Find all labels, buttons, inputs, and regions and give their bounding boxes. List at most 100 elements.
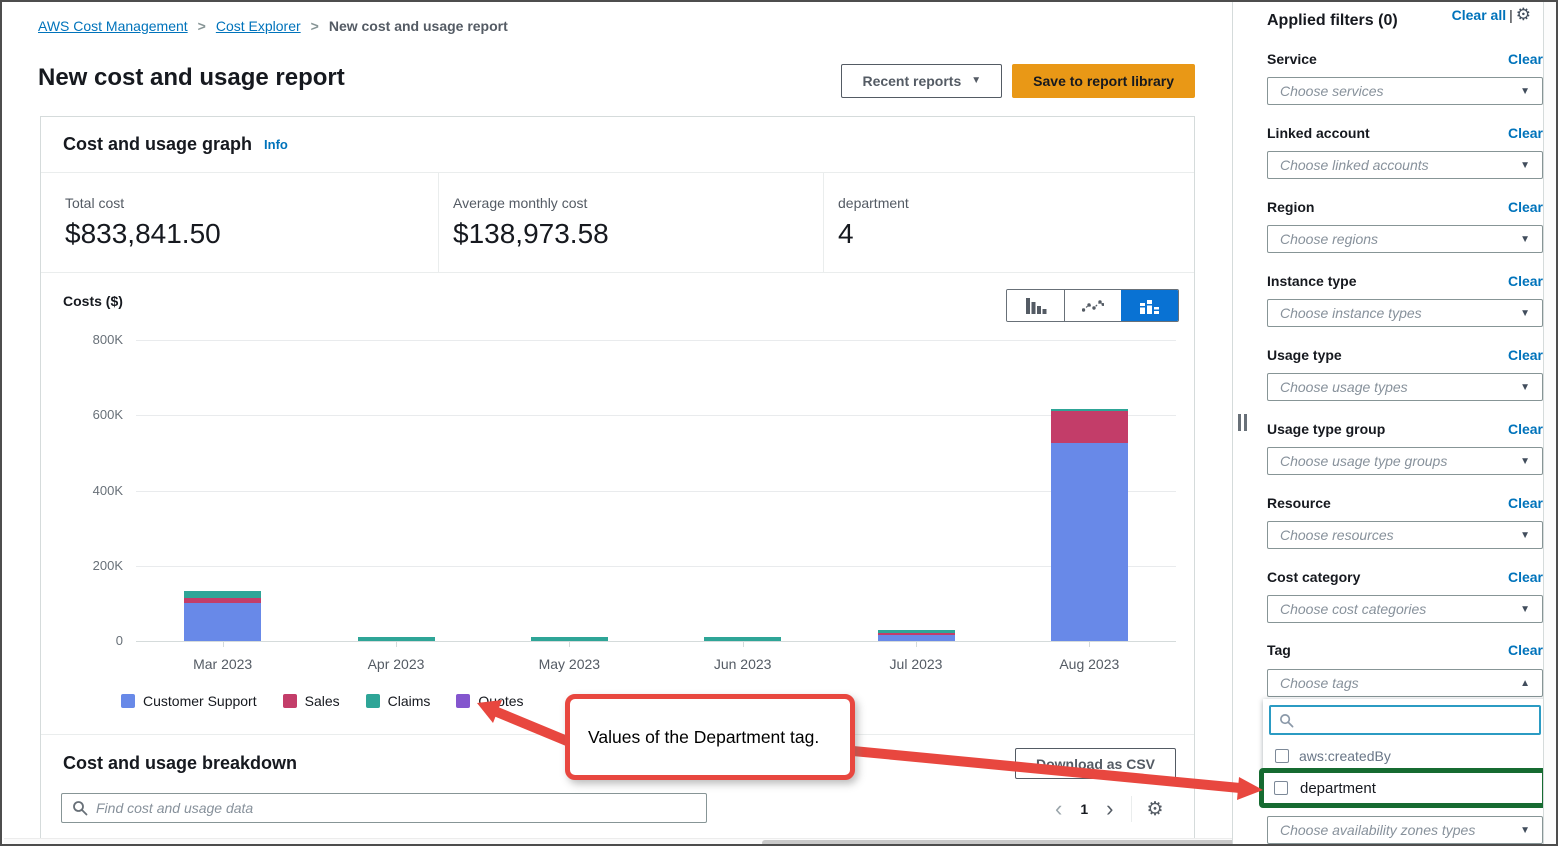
- bar-segment-claims[interactable]: [530, 636, 608, 641]
- filter-clear-link[interactable]: Clear: [1507, 495, 1543, 511]
- filter-label-row-resource: Resource Clear: [1267, 495, 1543, 511]
- chevron-down-icon: ▼: [1520, 233, 1530, 245]
- filter-clear-link[interactable]: Clear: [1507, 421, 1543, 437]
- clear-all-separator: |: [1509, 7, 1513, 23]
- filter-label: Instance type: [1267, 273, 1357, 289]
- legend-item-customer-support[interactable]: Customer Support: [121, 693, 257, 709]
- tag-dropdown-placeholder: Choose tags: [1280, 675, 1359, 691]
- checkbox[interactable]: [1274, 781, 1288, 795]
- filter-dropdown-usage-type[interactable]: Choose usage types ▼: [1267, 373, 1543, 401]
- tag-dropdown[interactable]: Choose tags ▲: [1267, 669, 1543, 697]
- filter-clear-link[interactable]: Clear: [1507, 51, 1543, 67]
- download-csv-button[interactable]: Download as CSV: [1015, 748, 1177, 779]
- filter-clear-link[interactable]: Clear: [1507, 125, 1543, 141]
- filter-label-row-service: Service Clear: [1267, 51, 1543, 67]
- bar-segment-claims[interactable]: [357, 637, 435, 641]
- breakdown-search-input[interactable]: [96, 794, 706, 822]
- checkbox[interactable]: [1275, 749, 1289, 763]
- legend-label: Claims: [387, 693, 431, 709]
- tag-option-department[interactable]: department: [1264, 780, 1542, 797]
- bar-segment-sales[interactable]: [877, 633, 955, 635]
- dropdown-placeholder: Choose linked accounts: [1280, 157, 1429, 173]
- tag-search-input[interactable]: [1300, 707, 1539, 733]
- table-settings-gear-icon[interactable]: ⚙: [1146, 798, 1164, 820]
- legend-item-sales[interactable]: Sales: [282, 693, 340, 709]
- bar-segment-customer-support[interactable]: [184, 602, 262, 641]
- filter-clear-link[interactable]: Clear: [1507, 569, 1543, 585]
- filter-dropdown-linked-account[interactable]: Choose linked accounts ▼: [1267, 151, 1543, 179]
- dropdown-placeholder: Choose cost categories: [1280, 601, 1427, 617]
- info-link[interactable]: Info: [264, 137, 288, 152]
- recent-reports-button[interactable]: Recent reports ▼: [841, 64, 1003, 98]
- filter-dropdown-instance-type[interactable]: Choose instance types ▼: [1267, 299, 1543, 327]
- breadcrumb-link[interactable]: AWS Cost Management: [38, 18, 188, 34]
- legend-label: Quotes: [478, 693, 524, 709]
- x-axis-tick: [916, 641, 917, 647]
- previous-page-button[interactable]: ‹: [1055, 796, 1063, 821]
- gridline: [136, 641, 1176, 642]
- download-csv-label: Download as CSV: [1036, 755, 1156, 772]
- stat-label: Total cost: [65, 195, 125, 211]
- line-chart-toggle-button[interactable]: [1064, 290, 1121, 321]
- filter-dropdown-usage-type-group[interactable]: Choose usage type groups ▼: [1267, 447, 1543, 475]
- stacked-bar-chart-toggle-button[interactable]: [1121, 290, 1178, 321]
- filter-label-tag: Tag: [1267, 642, 1291, 658]
- horizontal-scrollbar-thumb[interactable]: [762, 840, 1374, 846]
- bar-chart-toggle-button[interactable]: [1007, 290, 1064, 321]
- chart-type-toggle: [1006, 289, 1179, 322]
- filter-label: Linked account: [1267, 125, 1370, 141]
- x-axis-tick: [742, 641, 744, 647]
- filter-dropdown-region[interactable]: Choose regions ▼: [1267, 225, 1543, 253]
- filter-clear-link[interactable]: Clear: [1507, 199, 1543, 215]
- availability-zone-placeholder: Choose availability zones types: [1280, 822, 1476, 838]
- filters-sidebar: Clear all | ⚙ Applied filters (0) Service…: [1232, 2, 1547, 844]
- y-axis-tick-label: 400K: [92, 482, 123, 498]
- filter-label-row-region: Region Clear: [1267, 199, 1543, 215]
- legend-swatch: [282, 694, 297, 708]
- page-title: New cost and usage report: [38, 64, 345, 91]
- bar-segment-customer-support[interactable]: [1050, 442, 1128, 641]
- filter-clear-link-tag[interactable]: Clear: [1507, 642, 1543, 658]
- filter-clear-link[interactable]: Clear: [1507, 273, 1543, 289]
- chevron-down-icon: ▼: [1520, 159, 1530, 171]
- breadcrumb-separator: >: [310, 18, 319, 34]
- tag-option-aws-createdby[interactable]: aws:createdBy: [1269, 743, 1541, 769]
- save-button-label: Save to report library: [1033, 73, 1174, 89]
- availability-zone-dropdown[interactable]: Choose availability zones types ▼: [1267, 816, 1543, 844]
- filter-label: Usage type: [1267, 347, 1342, 363]
- applied-filters-title: Applied filters (0): [1267, 12, 1398, 29]
- panel-resize-handle[interactable]: [1238, 414, 1247, 431]
- bar-segment-claims[interactable]: [1050, 409, 1128, 412]
- breadcrumb-link[interactable]: Cost Explorer: [215, 18, 301, 34]
- bar-segment-claims[interactable]: [184, 590, 262, 599]
- chevron-down-icon: ▼: [1520, 603, 1530, 615]
- bar-segment-sales[interactable]: [1050, 411, 1128, 443]
- dropdown-placeholder: Choose usage type groups: [1280, 453, 1448, 469]
- bar-segment-customer-support[interactable]: [877, 634, 955, 641]
- bar-segment-claims[interactable]: [877, 630, 955, 634]
- filter-dropdown-cost-category[interactable]: Choose cost categories ▼: [1267, 595, 1543, 623]
- clear-all-link[interactable]: Clear all: [1451, 7, 1507, 23]
- legend-item-claims[interactable]: Claims: [365, 693, 431, 709]
- bar-segment-sales[interactable]: [184, 598, 262, 603]
- bar-chart-icon: [1025, 297, 1046, 314]
- legend-swatch: [121, 694, 135, 708]
- filter-label-row-usage-type: Usage type Clear: [1267, 347, 1543, 363]
- filter-label: Service: [1267, 51, 1317, 67]
- x-axis-tick-label: Jun 2023: [713, 656, 772, 672]
- stat-item: department 4: [823, 173, 909, 272]
- filters-settings-gear-icon[interactable]: ⚙: [1515, 5, 1531, 25]
- filter-label-row-instance-type: Instance type Clear: [1267, 273, 1543, 289]
- bar-segment-claims[interactable]: [704, 637, 782, 641]
- filter-dropdown-service[interactable]: Choose services ▼: [1267, 77, 1543, 105]
- chevron-down-icon: ▼: [1520, 529, 1530, 541]
- header-actions: Recent reports ▼ Save to report library: [835, 64, 1195, 98]
- filter-dropdown-resource[interactable]: Choose resources ▼: [1267, 521, 1543, 549]
- next-page-button[interactable]: ›: [1106, 796, 1114, 821]
- save-to-report-library-button[interactable]: Save to report library: [1012, 64, 1195, 98]
- dropdown-placeholder: Choose services: [1280, 83, 1384, 99]
- filter-clear-link[interactable]: Clear: [1507, 347, 1543, 363]
- dropdown-placeholder: Choose resources: [1280, 527, 1394, 543]
- legend-item-quotes[interactable]: Quotes: [456, 693, 524, 709]
